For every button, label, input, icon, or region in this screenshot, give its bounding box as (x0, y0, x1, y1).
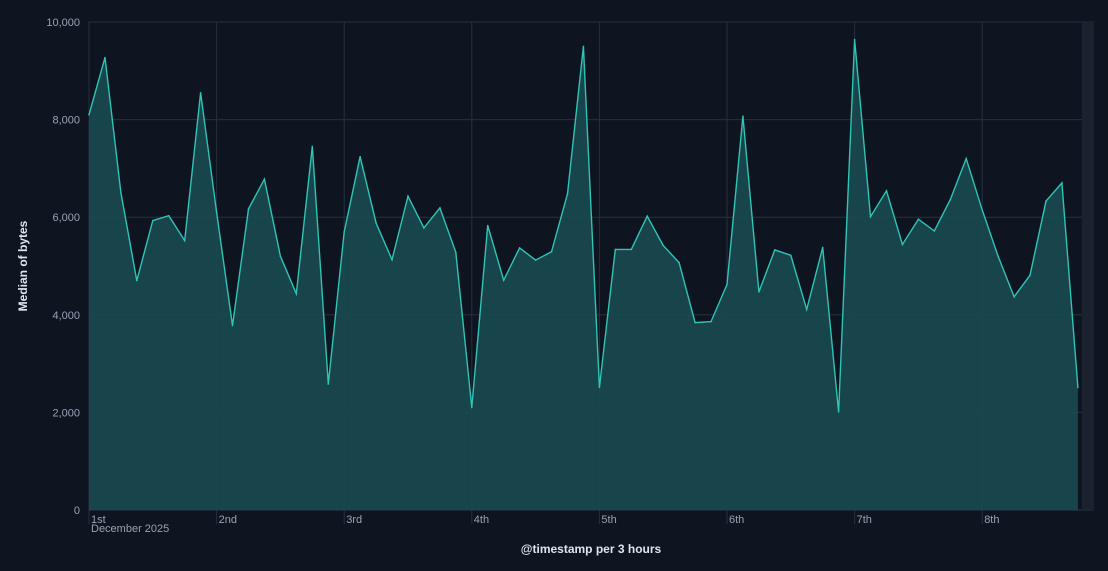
data-point (518, 247, 521, 249)
data-point (1061, 182, 1063, 184)
data-point (997, 255, 999, 258)
data-point (455, 251, 457, 254)
data-point (152, 219, 154, 222)
data-point (215, 211, 218, 214)
data-points (88, 38, 1079, 413)
data-point (821, 246, 824, 249)
x-axis-sublabel: December 2025 (91, 523, 169, 535)
data-point (646, 215, 649, 218)
data-point (279, 255, 282, 258)
data-point (311, 145, 314, 148)
data-point (774, 249, 776, 251)
data-point (1077, 386, 1079, 389)
data-point (439, 207, 441, 209)
data-point (231, 324, 234, 327)
x-tick-label: 4th (474, 514, 489, 526)
y-tick-label: 8,000 (52, 115, 80, 127)
data-point (486, 224, 489, 227)
data-point (343, 231, 346, 233)
x-axis-ticks: 1st 2nd 3rd 4th 5th 6th 7th 8th (91, 514, 999, 526)
data-point (88, 113, 90, 116)
data-point (391, 258, 393, 261)
data-point (837, 411, 840, 413)
data-point (167, 214, 170, 217)
data-point (104, 56, 106, 59)
data-point (534, 259, 537, 261)
area-fill (89, 39, 1078, 510)
data-point (901, 243, 904, 246)
data-point (965, 157, 968, 160)
data-point (949, 198, 952, 201)
data-point (247, 208, 250, 210)
data-point (678, 261, 680, 264)
data-point (805, 308, 808, 311)
data-point (295, 293, 298, 295)
x-axis-title: @timestamp per 3 hours (521, 542, 662, 556)
data-point (933, 230, 936, 232)
data-point (853, 38, 856, 41)
data-point (710, 320, 712, 323)
data-point (726, 283, 728, 286)
x-tick-label: 3rd (346, 514, 362, 526)
data-point (1045, 200, 1047, 202)
data-point (136, 279, 138, 282)
data-point (359, 155, 361, 158)
data-point (582, 45, 585, 48)
data-point (1013, 295, 1015, 298)
x-tick-label: 8th (984, 514, 999, 526)
y-tick-label: 2,000 (52, 407, 80, 419)
data-point (471, 406, 473, 409)
x-tick-label: 1st (91, 514, 106, 526)
y-axis-title: Median of bytes (16, 220, 30, 311)
data-point (407, 195, 409, 198)
data-point (981, 209, 983, 211)
y-tick-label: 4,000 (52, 310, 80, 322)
data-point (327, 383, 330, 385)
data-point (742, 115, 744, 117)
data-point (917, 218, 920, 220)
x-tick-label: 7th (857, 514, 872, 526)
data-point (423, 227, 425, 229)
data-point (183, 239, 186, 242)
data-point (263, 178, 266, 180)
data-point (502, 279, 505, 281)
x-tick-label: 6th (729, 514, 744, 526)
data-point (566, 192, 569, 195)
data-point (790, 254, 792, 257)
data-point (630, 248, 633, 251)
x-tick-label: 5th (601, 514, 616, 526)
data-point (120, 192, 122, 194)
y-axis-ticks: 0 2,000 4,000 6,000 8,000 10,000 (46, 17, 80, 517)
data-point (869, 215, 872, 218)
data-point (598, 386, 601, 389)
x-tick-label: 2nd (219, 514, 237, 526)
y-tick-label: 6,000 (52, 212, 80, 224)
data-point (662, 244, 664, 247)
data-point (758, 291, 760, 293)
partial-bucket-band (1081, 22, 1093, 510)
data-point (550, 251, 553, 253)
data-point (694, 321, 696, 324)
data-point (885, 190, 888, 192)
data-point (614, 248, 617, 251)
y-tick-label: 0 (74, 505, 80, 517)
data-point (1029, 274, 1031, 277)
data-point (199, 91, 202, 94)
y-tick-label: 10,000 (46, 17, 80, 29)
data-point (375, 222, 377, 224)
